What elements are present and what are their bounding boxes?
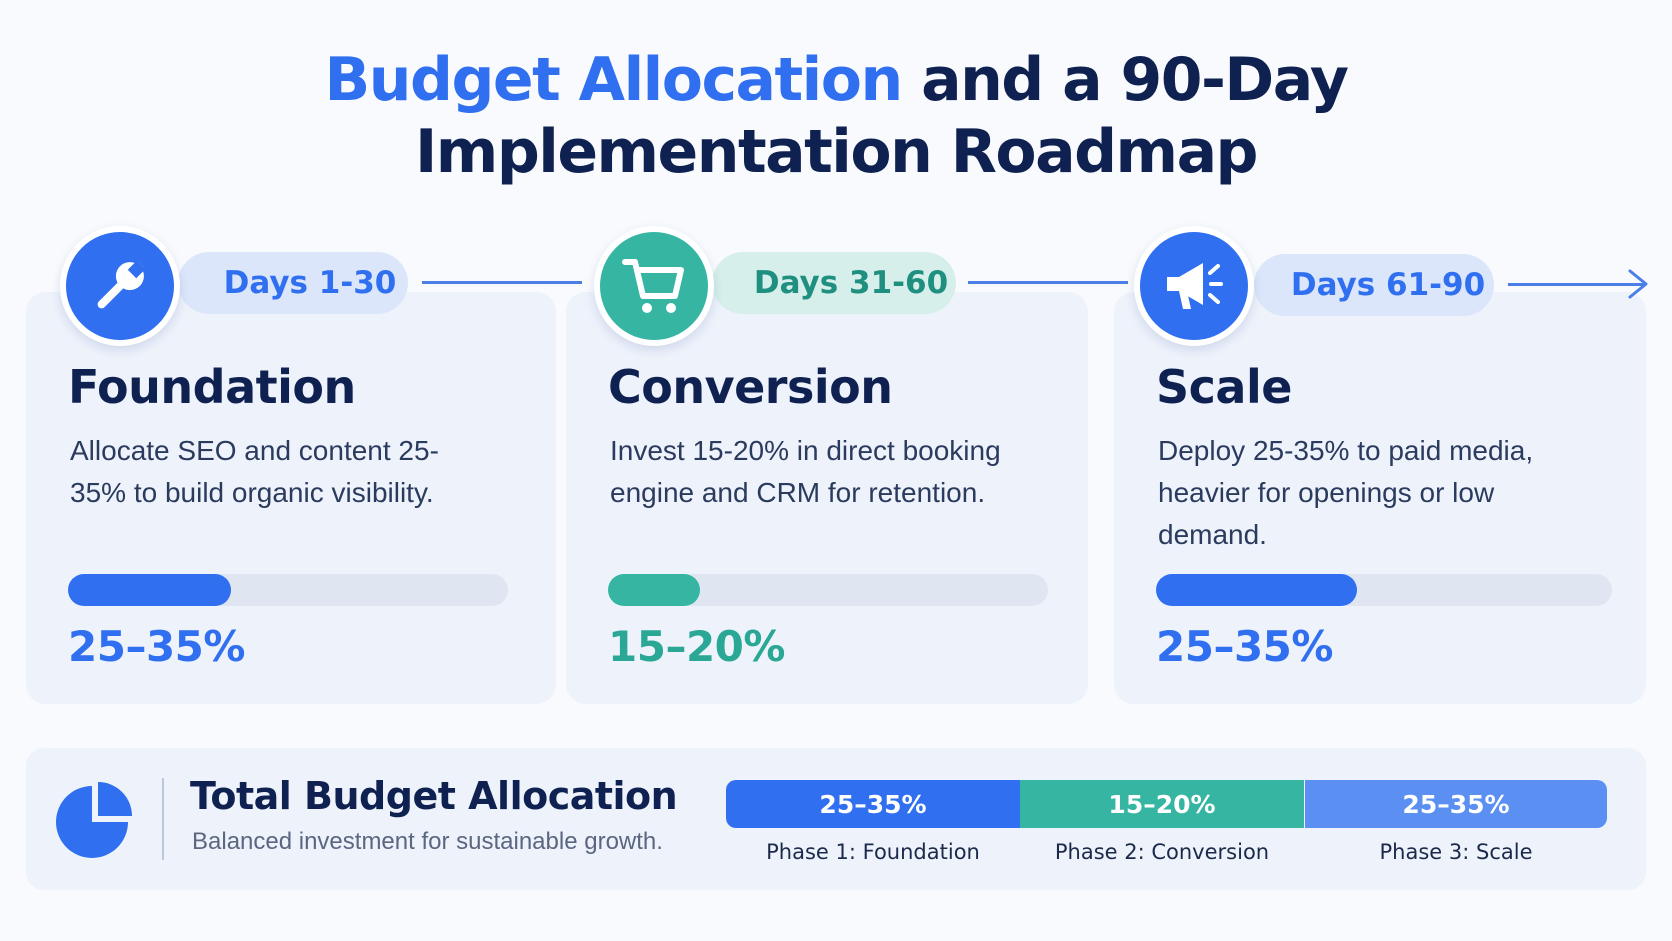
pie-chart-icon — [56, 782, 132, 858]
wrench-icon — [60, 226, 180, 346]
phase-heading: Scale — [1156, 360, 1292, 414]
megaphone-icon — [1134, 226, 1254, 346]
allocation-segment-3: 25–35% — [1305, 780, 1607, 828]
allocation-bar-fill — [1156, 574, 1357, 606]
shopping-cart-icon — [594, 226, 714, 346]
phase-card-foundation: Foundation Allocate SEO and content 25-3… — [26, 292, 556, 704]
segment-label-3: Phase 3: Scale — [1379, 840, 1533, 864]
total-budget-panel: Total Budget Allocation Balanced investm… — [26, 748, 1646, 890]
title-line-1: Budget Allocation and a 90-Day — [0, 44, 1672, 116]
days-pill-1: Days 1-30 — [178, 252, 408, 314]
title-rest: and a 90-Day — [901, 45, 1349, 115]
page-title: Budget Allocation and a 90-Day Implement… — [0, 44, 1672, 188]
segment-label-1: Phase 1: Foundation — [766, 840, 980, 864]
timeline-connector — [1508, 283, 1644, 286]
phase-heading: Conversion — [608, 360, 893, 414]
title-line-2: Implementation Roadmap — [414, 117, 1259, 187]
phase-card-conversion: Conversion Invest 15-20% in direct booki… — [566, 292, 1088, 704]
phase-percent: 25–35% — [1156, 622, 1333, 671]
phase-percent: 15–20% — [608, 622, 785, 671]
allocation-bar — [68, 574, 508, 606]
allocation-segment-1: 25–35% — [726, 780, 1020, 828]
allocation-bar-fill — [68, 574, 231, 606]
allocation-segment-2: 15–20% — [1020, 780, 1304, 828]
allocation-bar-fill — [608, 574, 701, 606]
phase-heading: Foundation — [68, 360, 356, 414]
timeline-connector — [968, 281, 1128, 284]
summary-title: Total Budget Allocation — [190, 774, 678, 818]
summary-divider — [162, 778, 164, 860]
days-pill-2: Days 31-60 — [712, 252, 956, 314]
days-pill-3: Days 61-90 — [1254, 254, 1494, 316]
allocation-bar — [608, 574, 1048, 606]
phase-card-scale: Scale Deploy 25-35% to paid media, heavi… — [1114, 292, 1646, 704]
phase-percent: 25–35% — [68, 622, 245, 671]
timeline-arrowhead-icon — [1628, 269, 1648, 299]
summary-subtitle: Balanced investment for sustainable grow… — [192, 828, 663, 855]
title-accent: Budget Allocation — [324, 45, 904, 115]
phase-description: Allocate SEO and content 25-35% to build… — [70, 435, 439, 508]
phase-description: Deploy 25-35% to paid media, heavier for… — [1158, 435, 1534, 550]
allocation-bar — [1156, 574, 1612, 606]
timeline-connector — [422, 281, 582, 284]
segment-label-2: Phase 2: Conversion — [1054, 840, 1270, 864]
phase-description: Invest 15-20% in direct booking engine a… — [610, 435, 1001, 508]
